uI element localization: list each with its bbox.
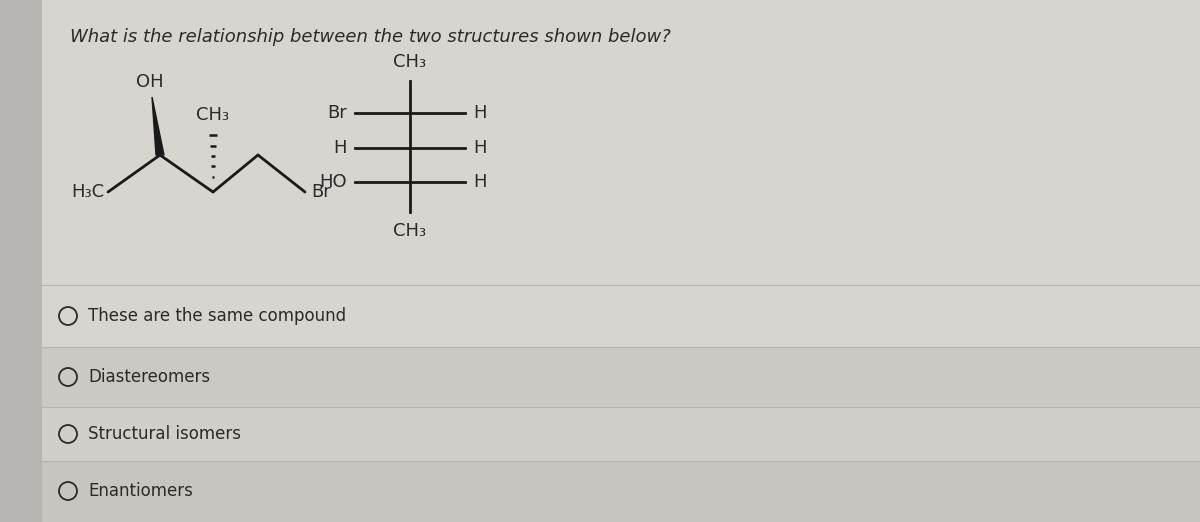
Bar: [42, 461, 1200, 522]
Text: CH₃: CH₃: [197, 106, 229, 124]
Text: OH: OH: [136, 73, 164, 91]
Text: H: H: [473, 139, 486, 157]
Text: CH₃: CH₃: [394, 53, 426, 71]
Text: Enantiomers: Enantiomers: [88, 482, 193, 500]
Polygon shape: [152, 97, 164, 155]
Bar: [42, 285, 1200, 347]
Bar: [42, 347, 1200, 407]
Text: Diastereomers: Diastereomers: [88, 368, 210, 386]
Bar: [0, 0, 42, 522]
Text: What is the relationship between the two structures shown below?: What is the relationship between the two…: [70, 28, 671, 46]
Bar: [42, 407, 1200, 461]
Text: HO: HO: [319, 173, 347, 191]
Bar: [42, 0, 1200, 287]
Text: H₃C: H₃C: [71, 183, 104, 201]
Text: Br: Br: [328, 104, 347, 122]
Text: H: H: [473, 173, 486, 191]
Text: Br: Br: [311, 183, 331, 201]
Text: Structural isomers: Structural isomers: [88, 425, 241, 443]
Text: H: H: [473, 104, 486, 122]
Text: CH₃: CH₃: [394, 222, 426, 240]
Text: These are the same compound: These are the same compound: [88, 307, 346, 325]
Text: H: H: [334, 139, 347, 157]
